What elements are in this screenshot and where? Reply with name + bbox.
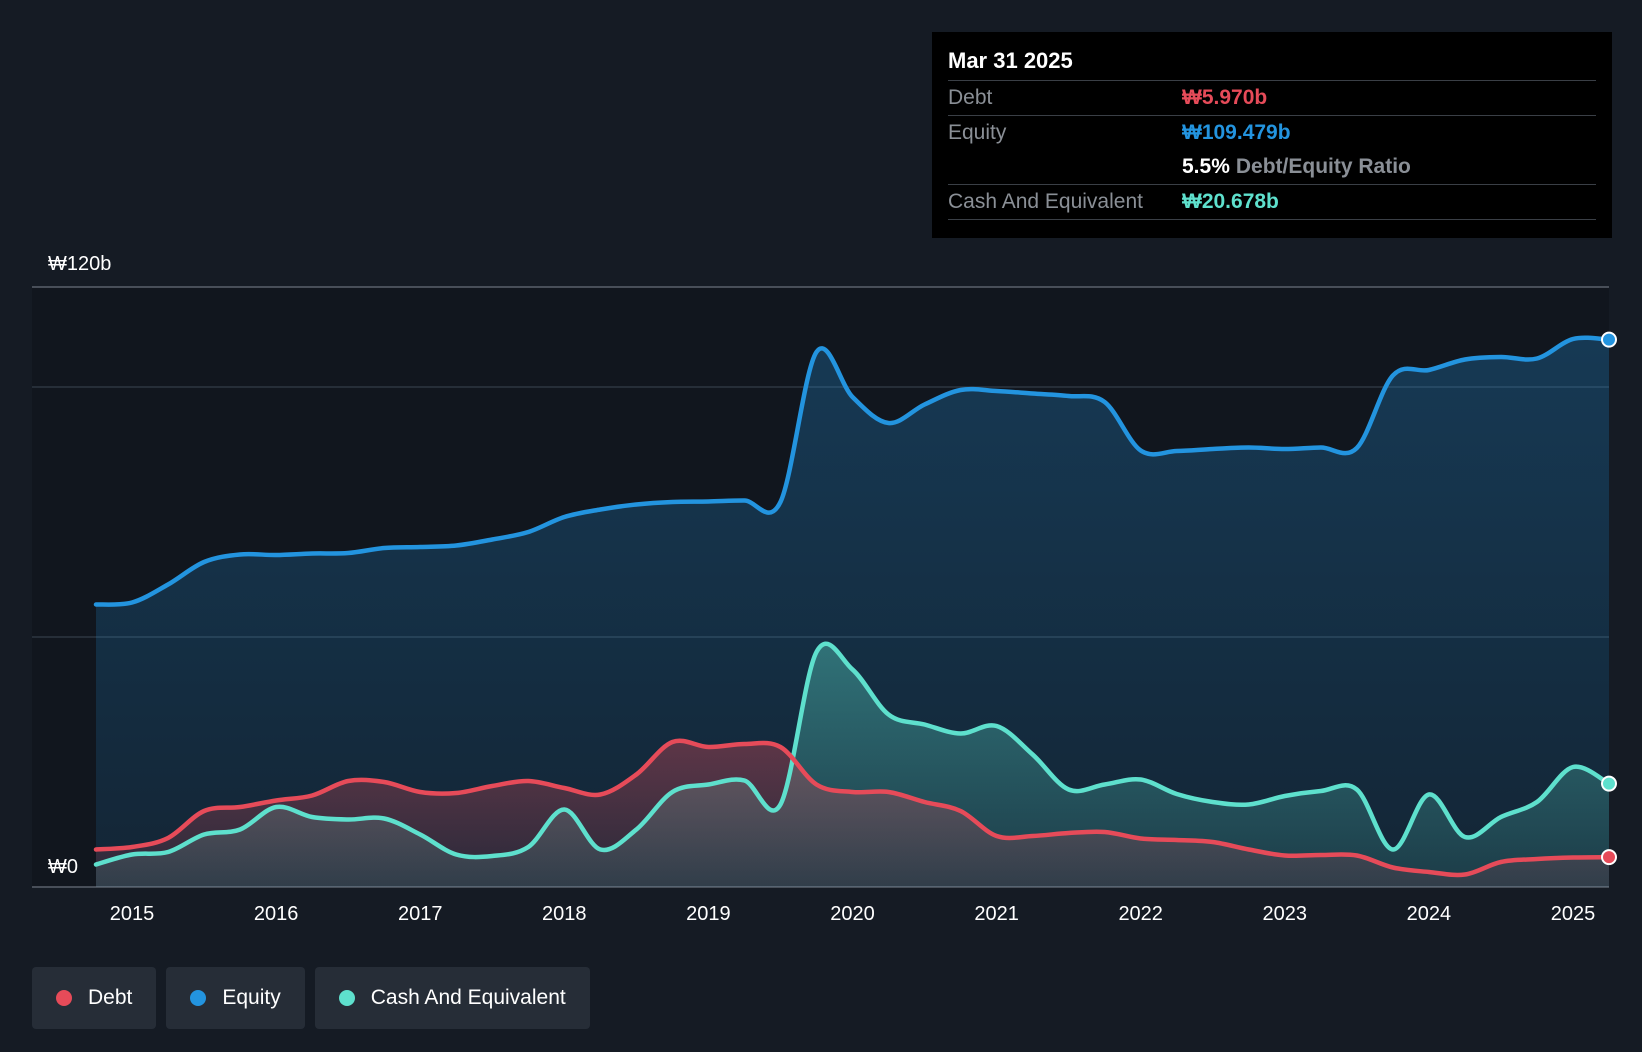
debt-line [93,738,1612,878]
debt-area [96,740,1609,887]
tooltip-cash-label: Cash And Equivalent [948,190,1143,213]
debt-end-marker [1601,849,1617,866]
tooltip-ratio-value: 5.5% [1182,155,1230,178]
x-tick-2023: 2023 [1263,903,1308,925]
y-axis-label-zero: ₩0 [48,856,78,878]
x-tick-2022: 2022 [1118,903,1163,925]
tooltip-ratio-row: 5.5% Debt/Equity Ratio [948,150,1596,184]
cash-and-equivalent-end-marker [1601,775,1617,792]
x-tick-2025: 2025 [1551,903,1596,925]
legend-cash-dot-icon [338,990,355,1006]
tooltip-date: Mar 31 2025 [948,48,1073,73]
legend-equity-dot-icon [190,990,207,1006]
x-tick-2018: 2018 [542,903,587,925]
end-markers [1601,331,1617,866]
tooltip-cash-value: ₩20.678b [1182,190,1279,213]
cash-and-equivalent-area [96,643,1609,887]
tooltip-equity-row: Equity ₩109.479b [948,115,1596,150]
series-areas [96,337,1609,887]
tooltip-debt-label: Debt [948,86,993,109]
cash-and-equivalent-line [93,641,1612,867]
x-tick-2020: 2020 [830,903,875,925]
x-tick-2017: 2017 [398,903,443,925]
x-tick-2021: 2021 [974,903,1019,925]
equity-area [96,337,1609,887]
tooltip-ratio-label: Debt/Equity Ratio [1235,155,1411,178]
axes: ₩120b ₩0 [48,253,111,878]
x-tick-2019: 2019 [686,903,731,925]
legend-debt-label: Debt [88,986,133,1009]
x-axis-ticks: 2015 2016 2017 2018 2019 2020 2021 2022 2023 2024… [110,903,1595,925]
legend-item-debt[interactable]: Debt [32,967,157,1029]
tooltip-cash-row: Cash And Equivalent ₩20.678b [948,184,1596,220]
tooltip-panel: Mar 31 2025 Debt ₩5.970b Equity ₩109.479… [932,32,1612,238]
legend-item-equity[interactable]: Equity [166,967,305,1029]
equity-line [93,335,1612,607]
legend-equity-label: Equity [222,986,281,1009]
y-axis-label-max: ₩120b [48,253,111,275]
equity-end-marker [1601,331,1617,348]
series-lines [93,335,1612,878]
tooltip-debt-row: Debt ₩5.970b [948,80,1596,115]
x-tick-2015: 2015 [110,903,155,925]
tooltip-equity-value: ₩109.479b [1182,121,1291,144]
x-tick-2024: 2024 [1407,903,1452,925]
tooltip-debt-value: ₩5.970b [1182,86,1268,109]
legend-item-cash[interactable]: Cash And Equivalent [314,967,590,1029]
legend-cash-label: Cash And Equivalent [370,986,566,1009]
x-tick-2016: 2016 [254,903,299,925]
tooltip-equity-label: Equity [948,121,1007,144]
legend: Debt Equity Cash And Equivalent [32,967,590,1029]
legend-debt-dot-icon [56,990,72,1006]
